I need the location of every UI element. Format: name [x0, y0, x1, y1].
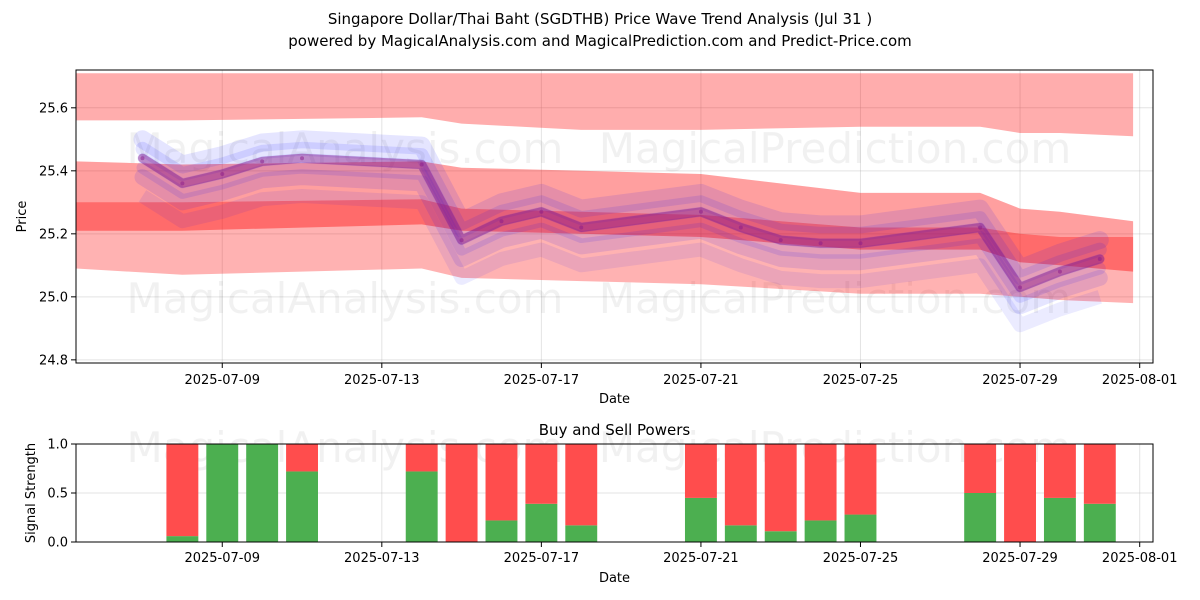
center-trend-band: [76, 199, 1134, 272]
upper-trend-band: [76, 161, 1134, 237]
x-tick-label: 2025-07-09: [184, 373, 260, 388]
x-axis-label: Date: [599, 392, 630, 407]
sell-power-bar: [445, 444, 478, 542]
buy-power-bar: [166, 536, 199, 542]
price-wave-point: [220, 171, 225, 176]
watermark: MagicalAnalysis.com: [127, 124, 564, 173]
y-tick-label: 0.5: [47, 487, 68, 502]
x-tick-label: 2025-07-09: [184, 551, 260, 566]
price-wave-point: [579, 225, 584, 230]
sell-power-bar: [684, 444, 717, 498]
buy-power-bar: [405, 471, 438, 542]
price-wave-point: [1018, 285, 1023, 290]
sell-power-bar: [166, 444, 199, 537]
watermark: MagicalAnalysis.com: [127, 274, 564, 323]
x-tick-label: 2025-07-17: [504, 373, 580, 388]
x-tick-label: 2025-07-29: [982, 551, 1058, 566]
buy-power-bar: [1083, 503, 1116, 542]
price-wave-envelope: [136, 161, 1106, 303]
price-wave-point: [499, 219, 504, 224]
y-axis-label: Signal Strength: [24, 443, 39, 543]
sell-power-bar: [764, 444, 797, 532]
x-tick-label: 2025-07-25: [823, 551, 899, 566]
price-wave-point: [1097, 257, 1102, 262]
price-wave-point: [818, 241, 823, 246]
sell-power-bar: [1083, 444, 1116, 504]
buy-power-bar: [764, 531, 797, 542]
watermark: MagicalPrediction.com: [599, 124, 1072, 173]
price-wave-point: [778, 238, 783, 243]
y-tick-label: 24.8: [39, 353, 68, 368]
x-tick-label: 2025-07-13: [344, 373, 420, 388]
price-wave-point: [978, 225, 983, 230]
sell-power-bar: [844, 444, 877, 515]
x-tick-label: 2025-07-21: [663, 551, 739, 566]
price-wave-point: [180, 181, 185, 186]
buy-power-bar: [565, 525, 598, 542]
main-axes-frame: [75, 69, 1154, 364]
buy-power-bar: [1043, 497, 1076, 542]
buy-power-bar: [525, 503, 558, 542]
price-wave-point: [698, 209, 703, 214]
price-wave-point: [260, 159, 265, 164]
sell-power-bar: [1043, 444, 1076, 498]
y-tick-label: 1.0: [47, 438, 68, 453]
buy-power-bar: [804, 520, 837, 542]
x-tick-label: 2025-08-01: [1102, 551, 1178, 566]
price-wave-point: [419, 162, 424, 167]
buy-power-bar: [724, 525, 757, 542]
price-wave-point: [140, 156, 145, 161]
top-resistance-band: [76, 73, 1134, 137]
price-wave-envelope: [138, 189, 1102, 333]
price-wave-envelope: [133, 130, 1109, 278]
watermark: MagicalPrediction.com: [599, 274, 1072, 323]
outer-trend-band: [76, 161, 1134, 304]
x-tick-label: 2025-07-29: [982, 373, 1058, 388]
x-axis-label: Date: [599, 571, 630, 586]
price-wave-envelope: [135, 141, 1107, 285]
x-tick-label: 2025-07-21: [663, 373, 739, 388]
price-wave-point: [459, 238, 464, 243]
price-wave-envelope: [134, 169, 1108, 315]
buy-power-bar: [684, 497, 717, 542]
sell-power-bar: [525, 444, 558, 504]
y-tick-label: 25.0: [39, 290, 68, 305]
sell-power-bar: [565, 444, 598, 526]
x-tick-label: 2025-08-01: [1102, 373, 1178, 388]
price-wave-point: [300, 156, 305, 161]
sell-power-bar: [286, 444, 318, 472]
x-tick-label: 2025-07-13: [344, 551, 420, 566]
buy-power-bar: [286, 471, 318, 542]
y-tick-label: 25.6: [39, 101, 68, 116]
sub-chart-title: Buy and Sell Powers: [539, 421, 691, 439]
sell-power-bar: [964, 444, 997, 493]
y-tick-label: 0.0: [47, 536, 68, 551]
x-tick-label: 2025-07-17: [504, 551, 580, 566]
buy-power-bar: [246, 444, 279, 542]
price-wave-point: [858, 241, 863, 246]
sell-power-bar: [485, 444, 518, 521]
buy-power-bar: [206, 444, 239, 542]
sell-power-bar: [1004, 444, 1036, 542]
chart-subtitle: powered by MagicalAnalysis.com and Magic…: [288, 32, 912, 50]
plot-area: [76, 73, 1134, 333]
buy-power-bar: [844, 514, 877, 542]
y-axis-label: Price: [15, 201, 30, 233]
price-wave-point: [738, 225, 743, 230]
chart-title: Singapore Dollar/Thai Baht (SGDTHB) Pric…: [327, 10, 873, 28]
buy-power-bar: [485, 520, 518, 542]
y-tick-label: 25.4: [39, 164, 68, 179]
x-tick-label: 2025-07-25: [823, 373, 899, 388]
buy-power-bar: [964, 493, 997, 542]
sell-power-bar: [724, 444, 757, 526]
price-wave-point: [539, 209, 544, 214]
price-wave-point: [1057, 269, 1062, 274]
sell-power-bar: [405, 444, 438, 472]
y-tick-label: 25.2: [39, 227, 68, 242]
sell-power-bar: [804, 444, 837, 521]
